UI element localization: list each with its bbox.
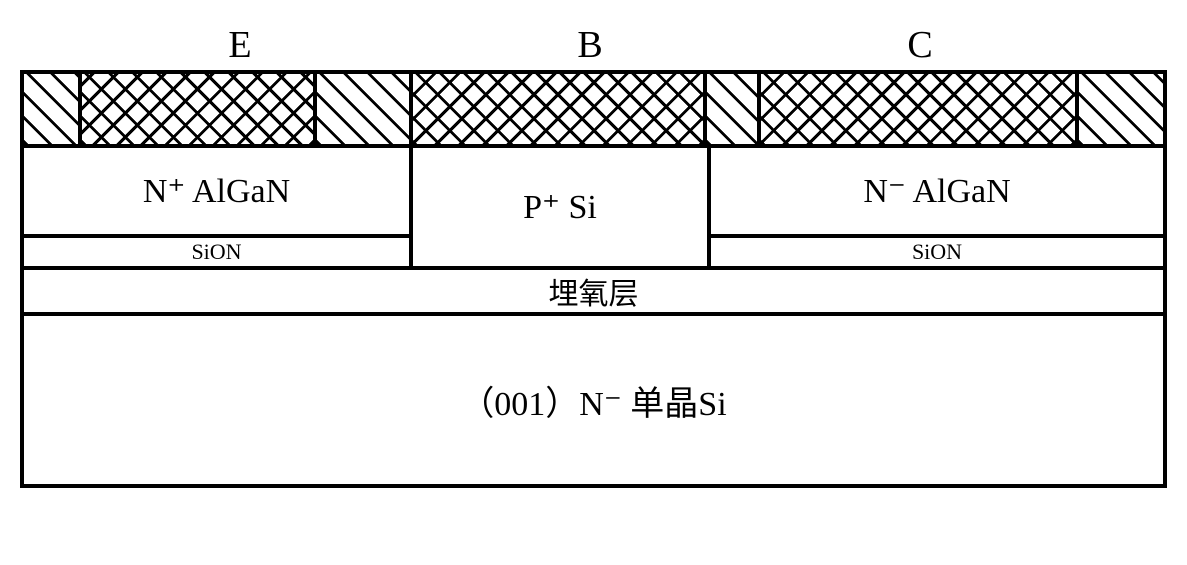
buried-oxide-layer: 埋氧层 <box>24 266 1163 312</box>
contact-metal-row <box>24 74 1163 148</box>
emitter-column: N⁺ AlGaN SiON <box>24 148 413 266</box>
collector-algan-layer: N⁻ AlGaN <box>711 148 1163 234</box>
contact-pad <box>82 74 317 144</box>
collector-column: N⁻ AlGaN SiON <box>707 148 1163 266</box>
terminal-b-label: B <box>560 23 620 67</box>
terminal-e-label: E <box>210 23 270 67</box>
spacer-region <box>317 74 413 144</box>
terminal-c-label: C <box>890 23 950 67</box>
active-region-row: N⁺ AlGaN SiON P⁺ Si N⁻ AlGaN SiON <box>24 148 1163 266</box>
device-stack: N⁺ AlGaN SiON P⁺ Si N⁻ AlGaN SiON 埋氧层 （0… <box>20 70 1167 488</box>
emitter-sion-layer: SiON <box>24 234 409 266</box>
substrate-layer: （001）N⁻ 单晶Si <box>24 312 1163 484</box>
contact-pad <box>761 74 1079 144</box>
spacer-region <box>707 74 761 144</box>
spacer-region <box>1079 74 1163 144</box>
device-cross-section-diagram: E B C N⁺ AlGaN SiON P⁺ Si N⁻ AlGaN SiON … <box>20 20 1167 488</box>
collector-sion-layer: SiON <box>711 234 1163 266</box>
emitter-algan-layer: N⁺ AlGaN <box>24 148 409 234</box>
terminal-labels-row: E B C <box>20 20 1167 70</box>
base-layer: P⁺ Si <box>413 148 707 266</box>
contact-pad <box>413 74 707 144</box>
spacer-region <box>24 74 82 144</box>
